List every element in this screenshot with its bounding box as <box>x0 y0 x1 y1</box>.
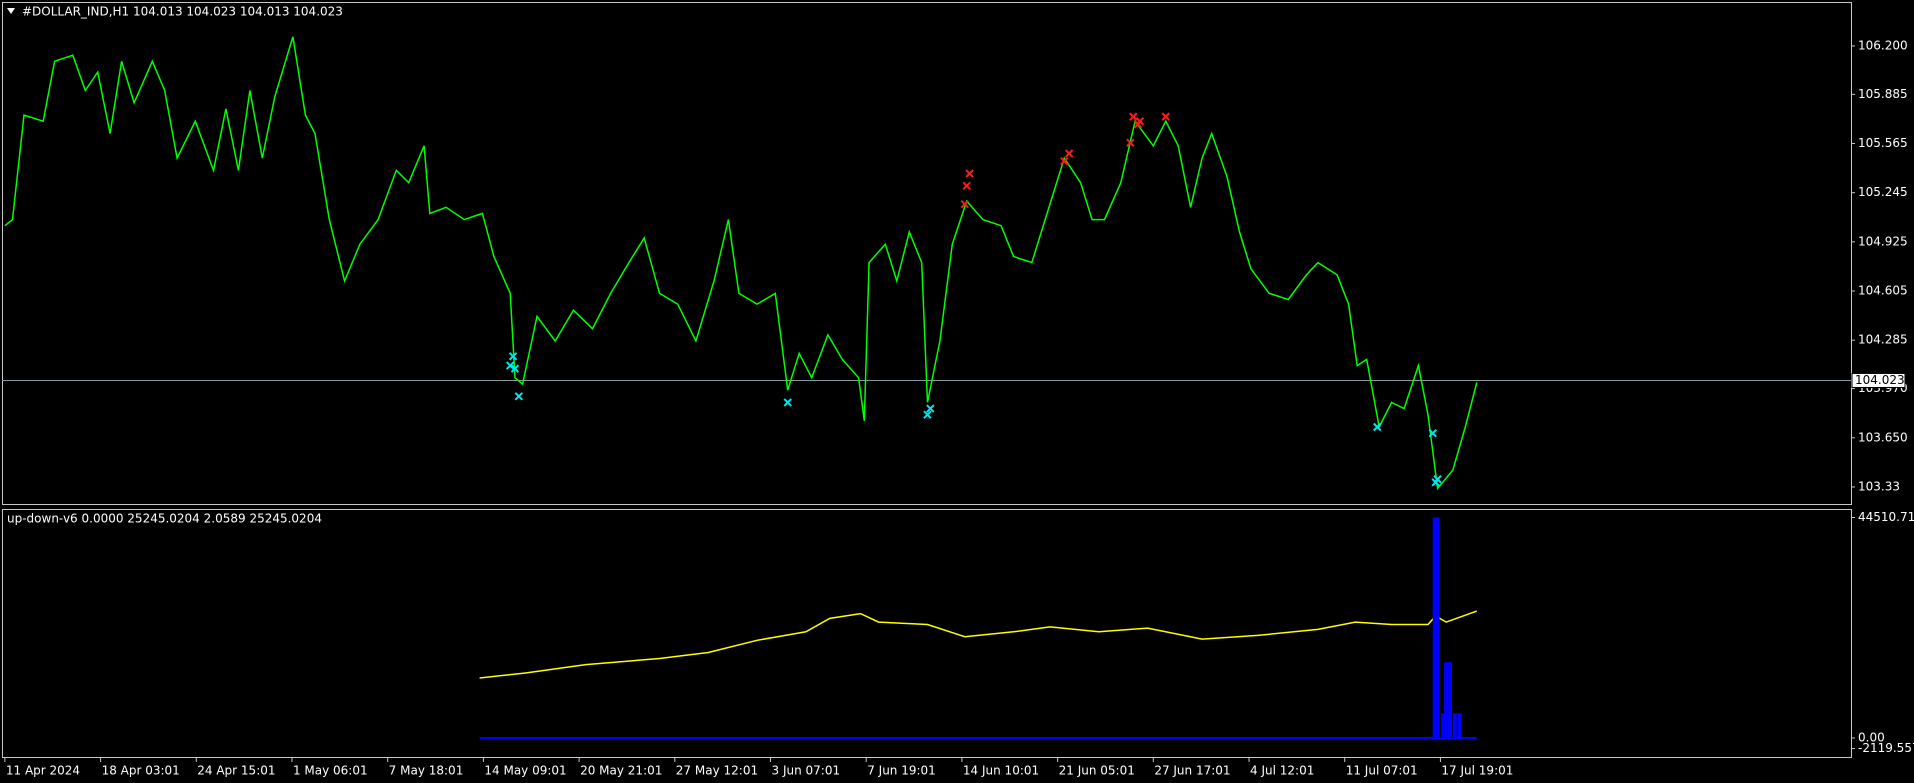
x-tick-label: 20 May 21:01 <box>580 764 662 778</box>
x-tick-label: 27 May 12:01 <box>676 764 758 778</box>
x-marker <box>965 169 974 178</box>
current-price-label: 104.023 <box>1855 373 1905 387</box>
y-tick-label: 44510.716 <box>1858 510 1914 524</box>
menu-arrow[interactable] <box>7 8 15 14</box>
x-marker <box>783 398 792 407</box>
x-tick-label: 1 May 06:01 <box>293 764 368 778</box>
x-tick-label: 7 Jun 19:01 <box>867 764 936 778</box>
sub-frame <box>2 509 1852 758</box>
y-tick-label: 103.33 <box>1858 479 1900 493</box>
bar <box>1457 713 1462 738</box>
x-tick-label: 18 Apr 03:01 <box>102 764 180 778</box>
x-marker <box>962 181 971 190</box>
series-line <box>4 36 1478 491</box>
x-tick-label: 17 Jul 19:01 <box>1441 764 1513 778</box>
x-marker <box>1129 112 1138 121</box>
x-marker <box>1161 112 1170 121</box>
y-tick-label: 103.650 <box>1858 430 1908 444</box>
y-tick-label: -2119.5579 <box>1858 741 1914 755</box>
x-marker <box>926 404 935 413</box>
x-marker <box>960 200 969 209</box>
bar <box>1452 713 1457 738</box>
y-tick-label: 0.00 <box>1858 730 1885 744</box>
bar <box>1448 662 1453 738</box>
y-tick-label: 105.565 <box>1858 136 1908 150</box>
x-marker <box>505 361 515 370</box>
x-tick-label: 21 Jun 05:01 <box>1059 764 1135 778</box>
y-tick-label: 104.285 <box>1858 333 1908 347</box>
x-marker <box>1428 428 1437 438</box>
x-tick-label: 24 Apr 15:01 <box>197 764 275 778</box>
x-marker <box>1433 475 1442 484</box>
series-line <box>479 610 1478 679</box>
bar <box>1432 517 1437 738</box>
x-marker <box>508 352 518 361</box>
y-tick-label: 104.925 <box>1858 234 1908 248</box>
x-marker <box>1135 117 1145 126</box>
x-tick-label: 7 May 18:01 <box>389 764 464 778</box>
y-tick-label: 106.200 <box>1858 38 1908 52</box>
x-marker <box>923 410 932 419</box>
x-marker <box>1373 422 1382 432</box>
x-tick-label: 3 Jun 07:01 <box>772 764 841 778</box>
bar <box>1444 662 1449 738</box>
y-tick-label: 104.605 <box>1858 284 1908 298</box>
x-marker <box>1060 156 1069 166</box>
x-marker <box>514 392 524 401</box>
x-marker <box>1064 149 1074 158</box>
x-tick-label: 27 Jun 17:01 <box>1154 764 1230 778</box>
bar <box>1441 713 1446 738</box>
main-title: #DOLLAR_IND,H1 104.013 104.023 104.013 1… <box>22 5 343 19</box>
x-tick-label: 4 Jul 12:01 <box>1250 764 1314 778</box>
x-tick-label: 14 Jun 10:01 <box>963 764 1039 778</box>
x-marker <box>510 364 520 373</box>
x-marker <box>1126 138 1135 147</box>
x-tick-label: 11 Apr 2024 <box>6 764 80 778</box>
sub-title: up-down-v6 0.0000 25245.0204 2.0589 2524… <box>7 512 322 526</box>
x-tick-label: 11 Jul 07:01 <box>1346 764 1418 778</box>
y-tick-label: 105.245 <box>1858 185 1908 199</box>
current-price-box <box>1851 372 1906 388</box>
bar <box>1435 517 1440 738</box>
main-frame <box>2 2 1852 505</box>
y-tick-label: 105.885 <box>1858 87 1908 101</box>
x-tick-label: 14 May 09:01 <box>484 764 566 778</box>
